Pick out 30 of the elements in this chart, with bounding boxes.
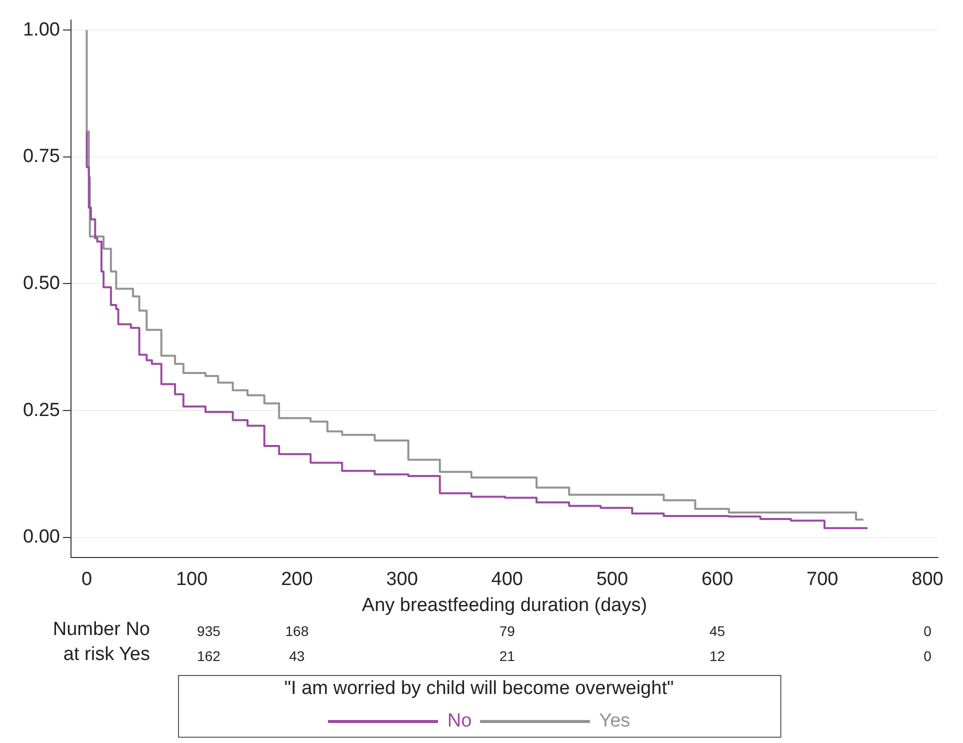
text: 168 xyxy=(285,623,309,640)
text: 21 xyxy=(499,648,515,664)
y-tick-label: 0.25 xyxy=(22,400,60,421)
text: No xyxy=(447,710,472,732)
text: 43 xyxy=(289,648,305,664)
y-tick-label: 0.75 xyxy=(22,146,60,168)
text: 162 xyxy=(197,648,220,664)
y-tick-label: 0.50 xyxy=(22,272,60,294)
x-tick-label: 400 xyxy=(491,569,523,590)
x-axis-title: Any breastfeeding duration (days) xyxy=(362,595,648,616)
text: Number No xyxy=(52,619,150,642)
x-tick-label: 800 xyxy=(912,569,944,590)
y-tick-label: 1.00 xyxy=(22,19,60,40)
x-tick-label: 500 xyxy=(596,569,628,590)
x-tick-label: 0 xyxy=(81,569,92,590)
text: 935 xyxy=(197,623,220,640)
text: 79 xyxy=(499,623,515,640)
legend-title: "I am worried by child will become overweight" xyxy=(284,678,674,699)
x-tick-label: 300 xyxy=(386,569,418,590)
y-tick-label: 0.00 xyxy=(22,526,60,548)
text: 12 xyxy=(710,648,726,664)
text: Yes xyxy=(599,710,630,732)
text: 0 xyxy=(924,648,932,664)
text: 45 xyxy=(710,623,726,640)
x-tick-label: 700 xyxy=(806,569,838,590)
x-tick-label: 600 xyxy=(701,569,734,590)
text: 0 xyxy=(924,623,932,640)
x-tick-label: 100 xyxy=(176,569,208,590)
text: at risk Yes xyxy=(63,644,150,666)
x-tick-label: 200 xyxy=(281,569,313,590)
